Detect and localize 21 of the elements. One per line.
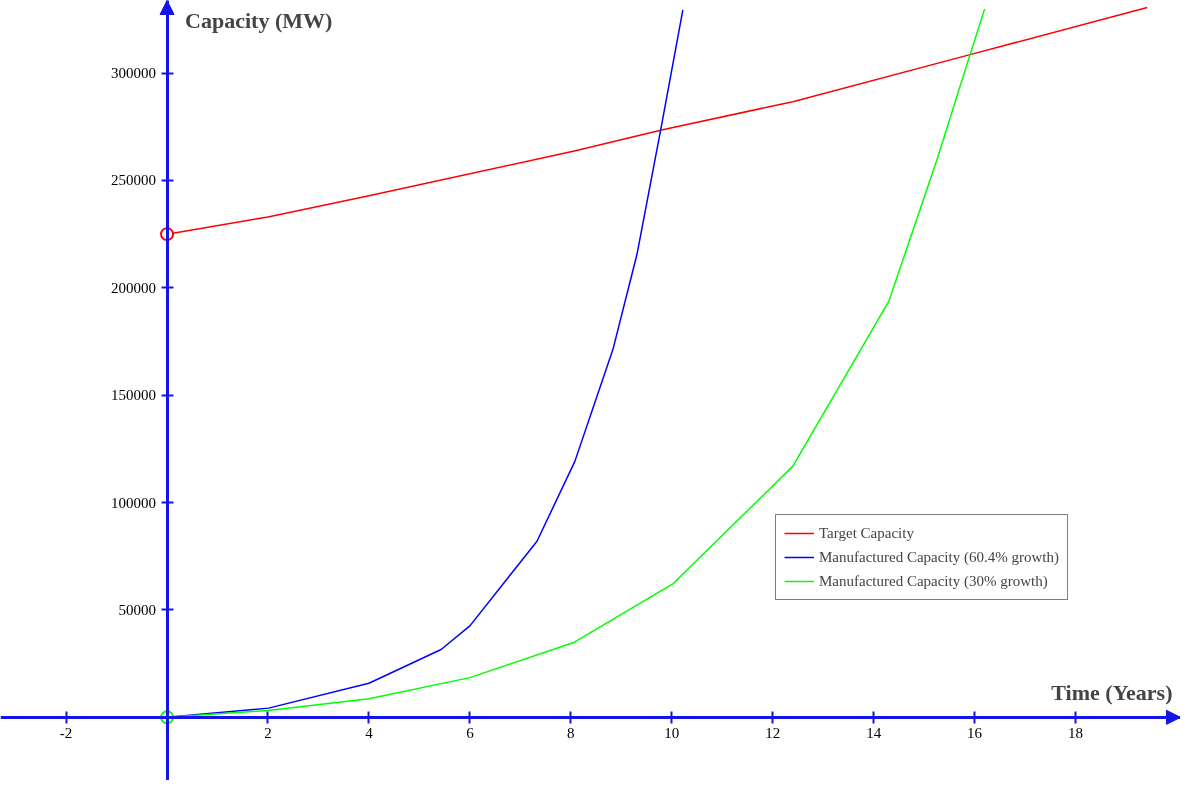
x-tick-label: 6 [466,725,475,742]
y-tick-label: 100000 [111,494,157,511]
legend-label: Target Capacity [819,524,914,542]
x-tick-label: -2 [59,725,73,742]
y-tick-label: 300000 [111,65,157,82]
x-tick-label: 12 [765,725,781,742]
legend-label: Manufactured Capacity (60.4% growth) [819,548,1059,566]
y-axis-title: Capacity (MW) [185,7,333,33]
y-tick-label: 250000 [111,172,157,189]
x-tick-label: 18 [1068,725,1084,742]
legend-label: Manufactured Capacity (30% growth) [819,572,1048,590]
x-tick-label: 10 [664,725,680,742]
x-axis-title: Time (Years) [1051,680,1173,706]
x-tick-label: 16 [967,725,983,742]
y-tick-label: 200000 [111,279,157,296]
y-tick-label: 150000 [111,387,157,404]
x-tick-label: 8 [567,725,575,742]
x-tick-label: 4 [365,725,374,742]
x-tick-label: 2 [264,725,272,742]
y-tick-label: 50000 [118,601,157,618]
x-tick-label: 14 [866,725,882,742]
